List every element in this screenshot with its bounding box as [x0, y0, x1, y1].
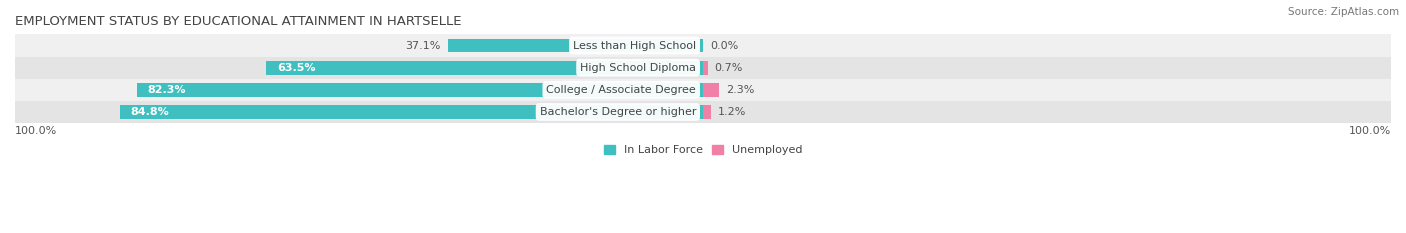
- Bar: [703, 61, 707, 75]
- Text: 0.7%: 0.7%: [714, 63, 744, 73]
- Text: 37.1%: 37.1%: [405, 41, 441, 51]
- Bar: [266, 61, 703, 75]
- Text: 84.8%: 84.8%: [131, 107, 169, 117]
- Bar: [15, 34, 1391, 57]
- Text: 0.0%: 0.0%: [710, 41, 738, 51]
- Text: 100.0%: 100.0%: [15, 126, 58, 136]
- Text: Source: ZipAtlas.com: Source: ZipAtlas.com: [1288, 7, 1399, 17]
- Bar: [136, 83, 703, 97]
- Bar: [703, 105, 711, 119]
- Legend: In Labor Force, Unemployed: In Labor Force, Unemployed: [599, 140, 807, 160]
- Text: 2.3%: 2.3%: [725, 85, 754, 95]
- Text: EMPLOYMENT STATUS BY EDUCATIONAL ATTAINMENT IN HARTSELLE: EMPLOYMENT STATUS BY EDUCATIONAL ATTAINM…: [15, 15, 461, 28]
- Bar: [120, 105, 703, 119]
- Text: High School Diploma: High School Diploma: [581, 63, 696, 73]
- Bar: [447, 39, 703, 52]
- Bar: [703, 83, 718, 97]
- Text: Bachelor's Degree or higher: Bachelor's Degree or higher: [540, 107, 696, 117]
- Text: 1.2%: 1.2%: [718, 107, 747, 117]
- Text: 100.0%: 100.0%: [1348, 126, 1391, 136]
- Bar: [15, 101, 1391, 123]
- Bar: [15, 57, 1391, 79]
- Text: 63.5%: 63.5%: [277, 63, 315, 73]
- Text: College / Associate Degree: College / Associate Degree: [547, 85, 696, 95]
- Text: Less than High School: Less than High School: [574, 41, 696, 51]
- Bar: [15, 79, 1391, 101]
- Text: 82.3%: 82.3%: [148, 85, 186, 95]
